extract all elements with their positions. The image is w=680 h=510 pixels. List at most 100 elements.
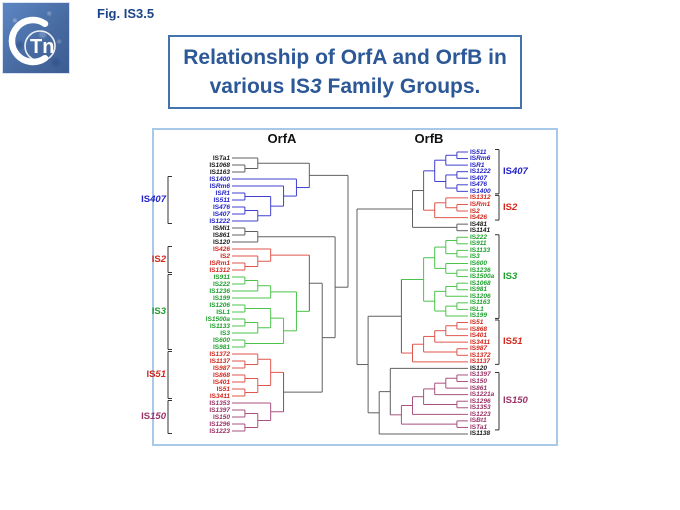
taxon-label: IS199: [470, 312, 488, 320]
taxon-label: IS1133: [470, 246, 491, 254]
taxon-label: ISRm1: [209, 259, 230, 267]
taxon-label: IS150: [212, 413, 230, 421]
taxon-label: ISRm1: [470, 200, 491, 208]
taxon-label: IS987: [212, 364, 230, 372]
taxon-label: IS861: [470, 384, 488, 392]
taxon-label: IS1138: [470, 430, 491, 438]
taxon-label: IS981: [470, 286, 488, 294]
taxon-label: IS407: [470, 174, 488, 182]
taxon-label: IS222: [212, 280, 230, 288]
taxon-label: IS1206: [470, 292, 491, 300]
taxon-label: IS1400: [209, 175, 230, 183]
taxon-label: IS911: [470, 240, 487, 248]
taxon-label: IS476: [212, 203, 230, 211]
taxon-label: IS1372: [470, 351, 491, 359]
group-label-is150: IS150: [141, 411, 166, 422]
taxon-label: IS1296: [470, 397, 491, 405]
taxon-label: IS1353: [470, 404, 491, 412]
title-line-2: various IS3 Family Groups.: [209, 75, 481, 98]
taxon-label: IS120: [212, 238, 230, 246]
taxon-label: ISL1: [216, 308, 230, 316]
taxon-label: IS1221a: [470, 391, 495, 399]
taxon-label: ISRm6: [470, 155, 491, 163]
taxon-label: IS981: [212, 343, 230, 351]
taxon-label: IS1222: [470, 168, 491, 176]
taxon-label: IS511: [213, 196, 230, 204]
logo: Tn: [2, 2, 70, 74]
taxon-label: IS2: [470, 207, 480, 215]
taxon-label: IS407: [212, 210, 230, 218]
taxon-label: IS3: [470, 253, 480, 261]
taxon-label: ISRm6: [209, 182, 230, 190]
group-label-is51: IS51: [146, 369, 166, 380]
logo-c-arc-icon: [8, 16, 49, 66]
taxon-label: IS426: [212, 245, 230, 253]
taxon-label: ISBt1: [470, 417, 487, 425]
taxon-label: IS481: [470, 220, 488, 228]
taxon-label: IS861: [212, 231, 230, 239]
group-label-is150: IS150: [503, 395, 528, 407]
group-label-is2: IS2: [151, 253, 166, 265]
taxon-label: IS3: [220, 329, 230, 337]
taxon-label: IS1500a: [470, 273, 495, 281]
taxon-label: IS150: [470, 378, 488, 386]
taxon-label: IS1400: [470, 187, 491, 195]
taxon-label: IS1223: [470, 410, 491, 418]
taxon-label: IS1397: [470, 371, 491, 379]
group-label-is3: IS3: [151, 306, 166, 317]
logo-c-icon: Tn: [8, 16, 56, 66]
taxon-label: IS600: [470, 259, 488, 267]
taxon-label: ISTa1: [470, 423, 488, 431]
taxon-label: IS868: [212, 371, 230, 379]
taxon-label: IS401: [212, 378, 230, 386]
group-label-is2: IS2: [503, 201, 518, 213]
figure-number: Fig. IS3.5: [97, 6, 155, 21]
orfb-column-header: OrfB: [414, 131, 444, 146]
taxon-label: IS51: [470, 319, 484, 326]
group-label-is407: IS407: [503, 165, 528, 177]
taxon-label: IS401: [470, 332, 488, 340]
taxon-label: IS1137: [470, 358, 491, 366]
taxon-label: IS1068: [470, 279, 491, 287]
taxon-label: IS1500a: [205, 315, 230, 323]
taxon-label: IS1236: [209, 287, 230, 295]
taxon-label: IS426: [470, 214, 488, 222]
taxon-label: IS600: [212, 336, 230, 344]
taxon-label: ISR1: [215, 189, 230, 197]
title-box: Relationship of OrfA and OrfB in various…: [168, 35, 522, 109]
logo-tn-text: Tn: [30, 36, 54, 58]
taxon-label: ISTa1: [212, 154, 230, 162]
taxon-label: IS2: [220, 252, 230, 260]
taxon-label: IS511: [470, 148, 487, 156]
taxon-label: IS1236: [470, 266, 491, 274]
group-label-is407: IS407: [141, 194, 166, 205]
taxon-label: IS1206: [209, 301, 230, 309]
group-label-is51: IS51: [503, 336, 523, 348]
taxon-label: IS120: [470, 364, 488, 372]
taxon-label: IS1223: [209, 427, 230, 435]
taxon-label: IS51: [216, 385, 230, 393]
taxon-label: IS868: [470, 325, 488, 333]
taxon-label: IS1296: [209, 420, 230, 428]
taxon-label: IS3411: [209, 392, 230, 400]
taxon-label: IS1372: [209, 350, 230, 358]
taxon-label: ISR1: [470, 161, 485, 169]
taxon-label: IS1222: [209, 217, 230, 225]
taxon-label: IS1312: [470, 194, 491, 202]
taxon-label: IS1312: [209, 266, 230, 274]
orfa-column-header: OrfA: [267, 131, 297, 146]
title-line-1: Relationship of OrfA and OrfB in: [183, 46, 507, 69]
taxon-label: ISMi1: [213, 224, 230, 232]
taxon-label: IS1353: [209, 399, 230, 407]
taxon-label: IS1163: [209, 168, 230, 176]
group-label-is3: IS3: [503, 270, 518, 282]
taxon-label: ISL1: [470, 305, 484, 313]
taxon-label: IS1397: [209, 406, 230, 414]
taxon-label: IS1068: [209, 161, 230, 169]
taxon-label: IS3411: [470, 338, 491, 346]
taxon-label: IS1137: [209, 357, 230, 365]
taxon-label: IS1141: [470, 227, 491, 235]
taxon-label: IS199: [212, 294, 230, 302]
